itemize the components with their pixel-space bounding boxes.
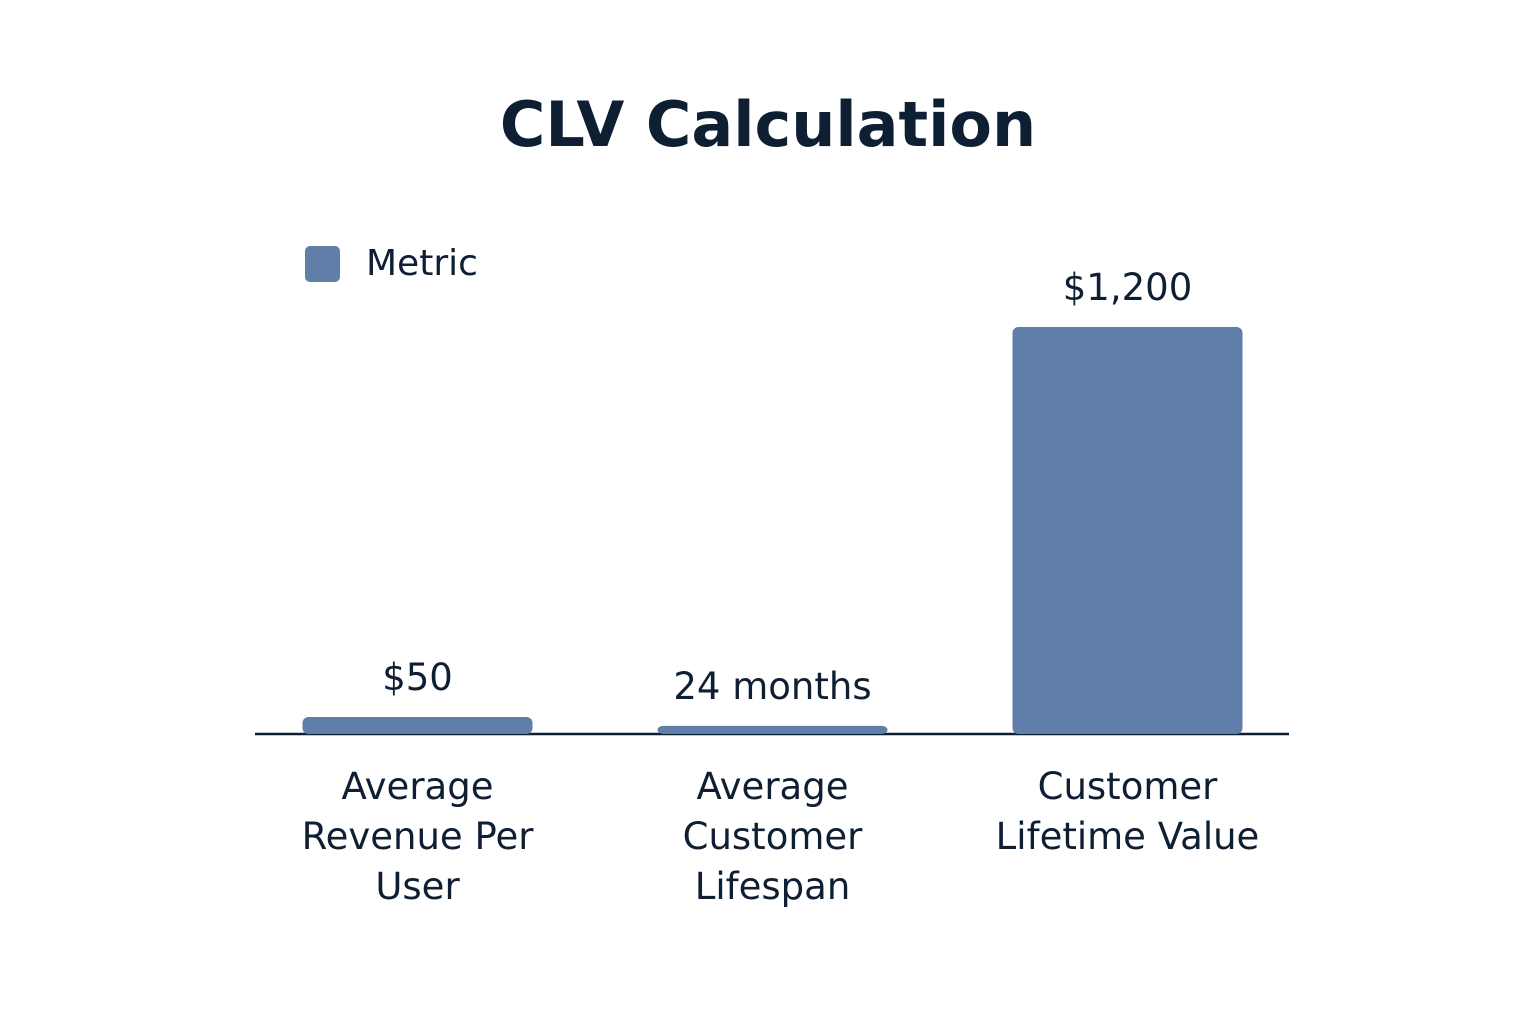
bar	[657, 725, 888, 734]
x-tick-label: Customer Lifetime Value	[995, 765, 1260, 858]
value-label: $50	[382, 656, 453, 700]
value-label: $1,200	[1062, 266, 1193, 309]
x-tick-label: Average Revenue Per User	[301, 765, 534, 908]
chart-title: CLV Calculation	[499, 88, 1037, 161]
value-label: 24 months	[673, 664, 872, 708]
x-tick-label: Average Customer Lifespan	[682, 765, 863, 908]
bar	[1012, 327, 1243, 734]
legend-swatch	[305, 246, 340, 282]
bar	[302, 717, 533, 734]
legend-label: Metric	[366, 243, 478, 284]
